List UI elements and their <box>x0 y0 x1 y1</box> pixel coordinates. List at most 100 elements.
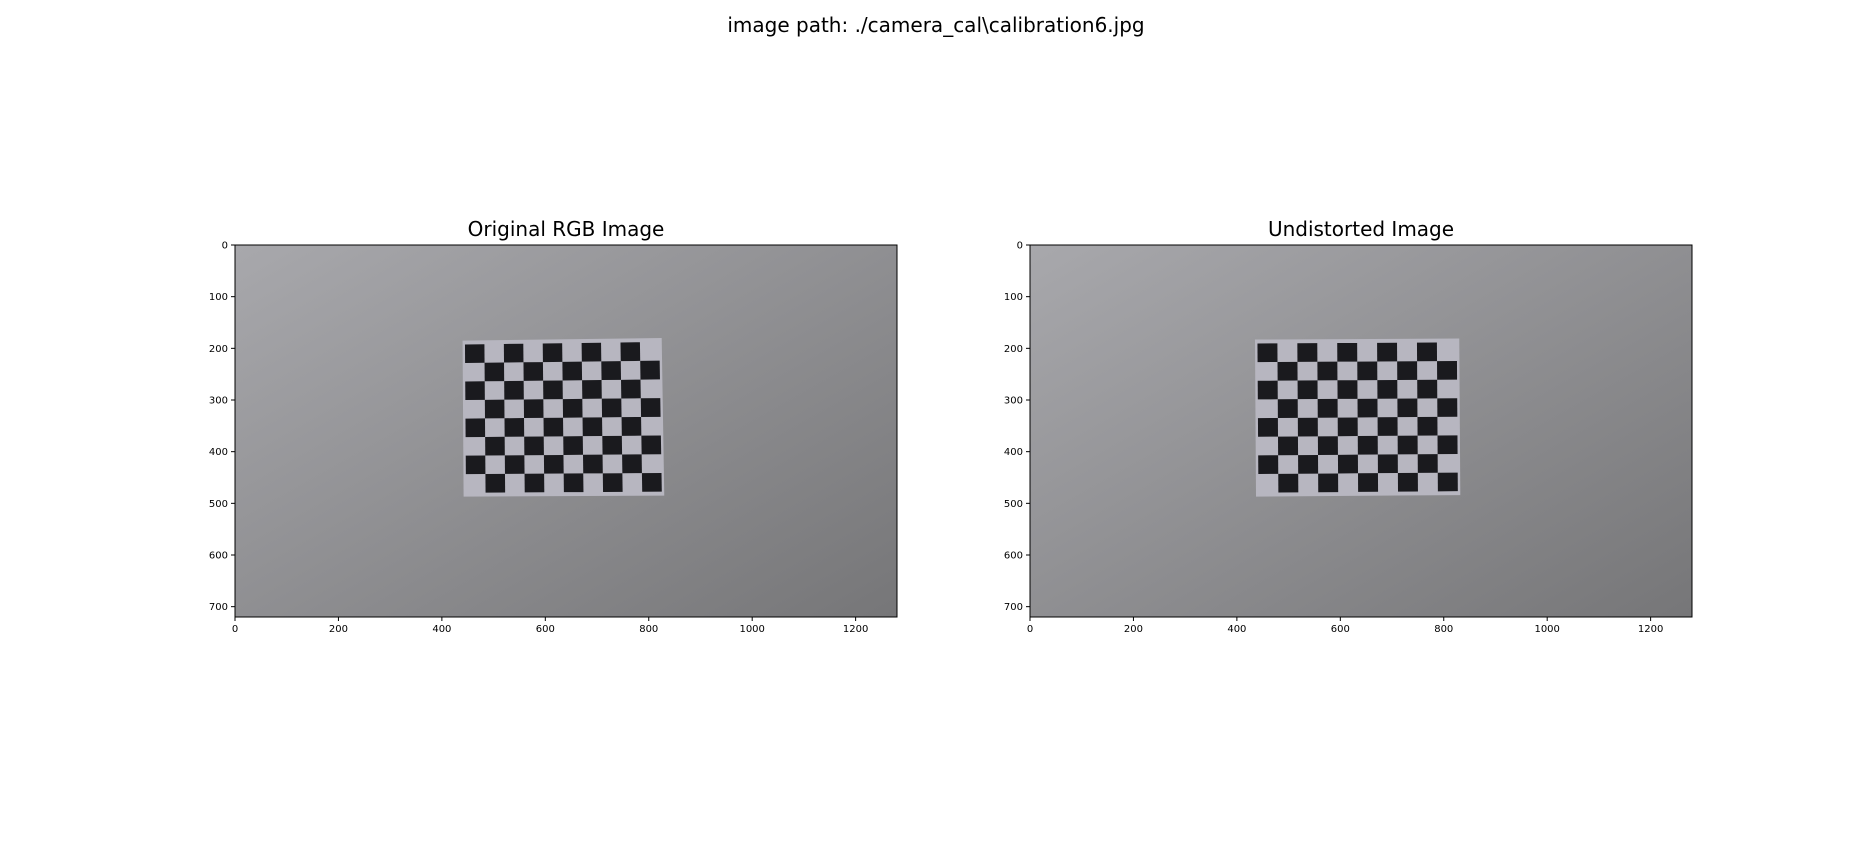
checker-square <box>524 473 545 493</box>
checker-square <box>464 344 485 363</box>
checker-square <box>601 398 622 418</box>
checker-square <box>1337 380 1358 399</box>
checker-square <box>543 417 564 437</box>
checker-square <box>1397 398 1418 418</box>
checker-square <box>1417 379 1438 399</box>
checker-square <box>1257 343 1278 363</box>
checker-square <box>1417 416 1438 436</box>
y-tick-label: 300 <box>1004 396 1023 407</box>
y-tick-label: 300 <box>209 396 228 407</box>
image-content <box>1030 245 1692 617</box>
checker-square <box>1377 379 1398 399</box>
checker-square <box>523 362 544 381</box>
checker-square <box>1357 361 1378 381</box>
checker-square <box>1377 342 1398 362</box>
checker-square <box>1337 417 1358 437</box>
subplot-title-undistorted: Undistorted Image <box>1267 217 1455 241</box>
y-tick-label: 600 <box>209 551 228 562</box>
checker-square <box>1258 455 1279 475</box>
checker-square <box>504 455 525 474</box>
checker-square <box>1297 380 1318 400</box>
checker-square <box>1397 472 1418 492</box>
checker-square <box>1437 435 1458 455</box>
checker-square <box>485 473 506 493</box>
checker-square <box>582 417 603 437</box>
y-tick-label: 100 <box>1004 292 1023 303</box>
x-tick-label: 800 <box>639 624 658 635</box>
x-tick-label: 200 <box>329 624 348 635</box>
checker-square <box>504 380 524 400</box>
checker-square <box>1416 342 1438 362</box>
checker-square <box>1357 398 1378 418</box>
checker-square <box>641 435 662 455</box>
y-tick-label: 0 <box>1017 241 1023 252</box>
checker-square <box>524 436 544 456</box>
checker-square <box>465 455 486 475</box>
x-tick-label: 0 <box>1027 624 1033 635</box>
y-tick-label: 600 <box>1004 551 1023 562</box>
axes-frame <box>234 244 898 618</box>
checker-square <box>1397 361 1418 380</box>
x-tick-label: 1200 <box>1638 624 1663 635</box>
checker-square <box>465 418 486 438</box>
checker-square <box>581 342 602 362</box>
checker-square <box>1278 473 1299 493</box>
y-tick-label: 700 <box>1004 602 1023 613</box>
checker-square <box>1297 343 1318 362</box>
checker-square <box>542 343 563 363</box>
subplot-title-original: Original RGB Image <box>467 217 665 241</box>
checker-square <box>1417 454 1438 473</box>
checker-square <box>1377 417 1398 436</box>
checker-square <box>1277 399 1298 418</box>
checker-square <box>1317 436 1338 455</box>
checker-square <box>1257 417 1279 437</box>
x-tick-label: 1000 <box>1534 624 1559 635</box>
checker-square <box>640 360 660 380</box>
checker-square <box>1317 361 1338 381</box>
checker-square <box>582 380 602 399</box>
checker-square <box>1437 361 1458 380</box>
checker-square <box>1257 380 1278 400</box>
checker-square <box>484 362 505 382</box>
y-tick-label: 0 <box>222 241 228 252</box>
subplot-undistorted: Undistorted Image 0 200 400 600 800 1000 1200 0… <box>1004 217 1693 635</box>
checker-square <box>622 454 642 474</box>
checker-square <box>1357 435 1378 455</box>
checker-square <box>641 472 662 492</box>
y-tick-label: 100 <box>209 292 228 303</box>
y-tick-label: 500 <box>209 499 228 510</box>
image-axes-original: 0 200 400 600 800 1000 1200 0 100 200 300 400 500 600… <box>209 241 898 635</box>
image-content <box>235 245 897 617</box>
checker-square <box>543 380 563 400</box>
y-tick-label: 200 <box>209 344 228 355</box>
x-tick-label: 400 <box>1227 624 1246 635</box>
checker-square <box>602 435 623 455</box>
checker-square <box>504 418 525 437</box>
checker-square <box>1297 417 1318 437</box>
checker-square <box>621 379 641 399</box>
subplot-original: Original RGB Image 0 200 400 600 800 1000 1200… <box>209 217 898 635</box>
checker-square <box>485 436 505 456</box>
image-axes-undistorted: 0 200 400 600 800 1000 1200 0 100 200 300 400 500 600… <box>1004 241 1693 635</box>
checker-square <box>1337 342 1358 362</box>
x-tick-label: 600 <box>536 624 555 635</box>
checker-square <box>1397 435 1418 455</box>
x-tick-label: 400 <box>432 624 451 635</box>
checker-square <box>1298 454 1319 474</box>
checker-square <box>1318 473 1339 493</box>
checker-square <box>602 473 623 492</box>
checker-square <box>465 381 485 401</box>
checker-square <box>563 473 584 493</box>
y-tick-label: 400 <box>1004 447 1023 458</box>
checker-square <box>543 454 564 474</box>
y-tick-label: 400 <box>209 447 228 458</box>
checker-square <box>1358 473 1379 492</box>
checker-square <box>1437 472 1458 492</box>
x-tick-label: 1200 <box>843 624 868 635</box>
y-tick-label: 700 <box>209 602 228 613</box>
checker-square <box>562 361 583 381</box>
figure-suptitle: image path: ./camera_cal\calibration6.jp… <box>727 13 1145 37</box>
checker-square <box>503 343 524 363</box>
x-tick-label: 1000 <box>739 624 764 635</box>
checker-square <box>563 436 584 455</box>
